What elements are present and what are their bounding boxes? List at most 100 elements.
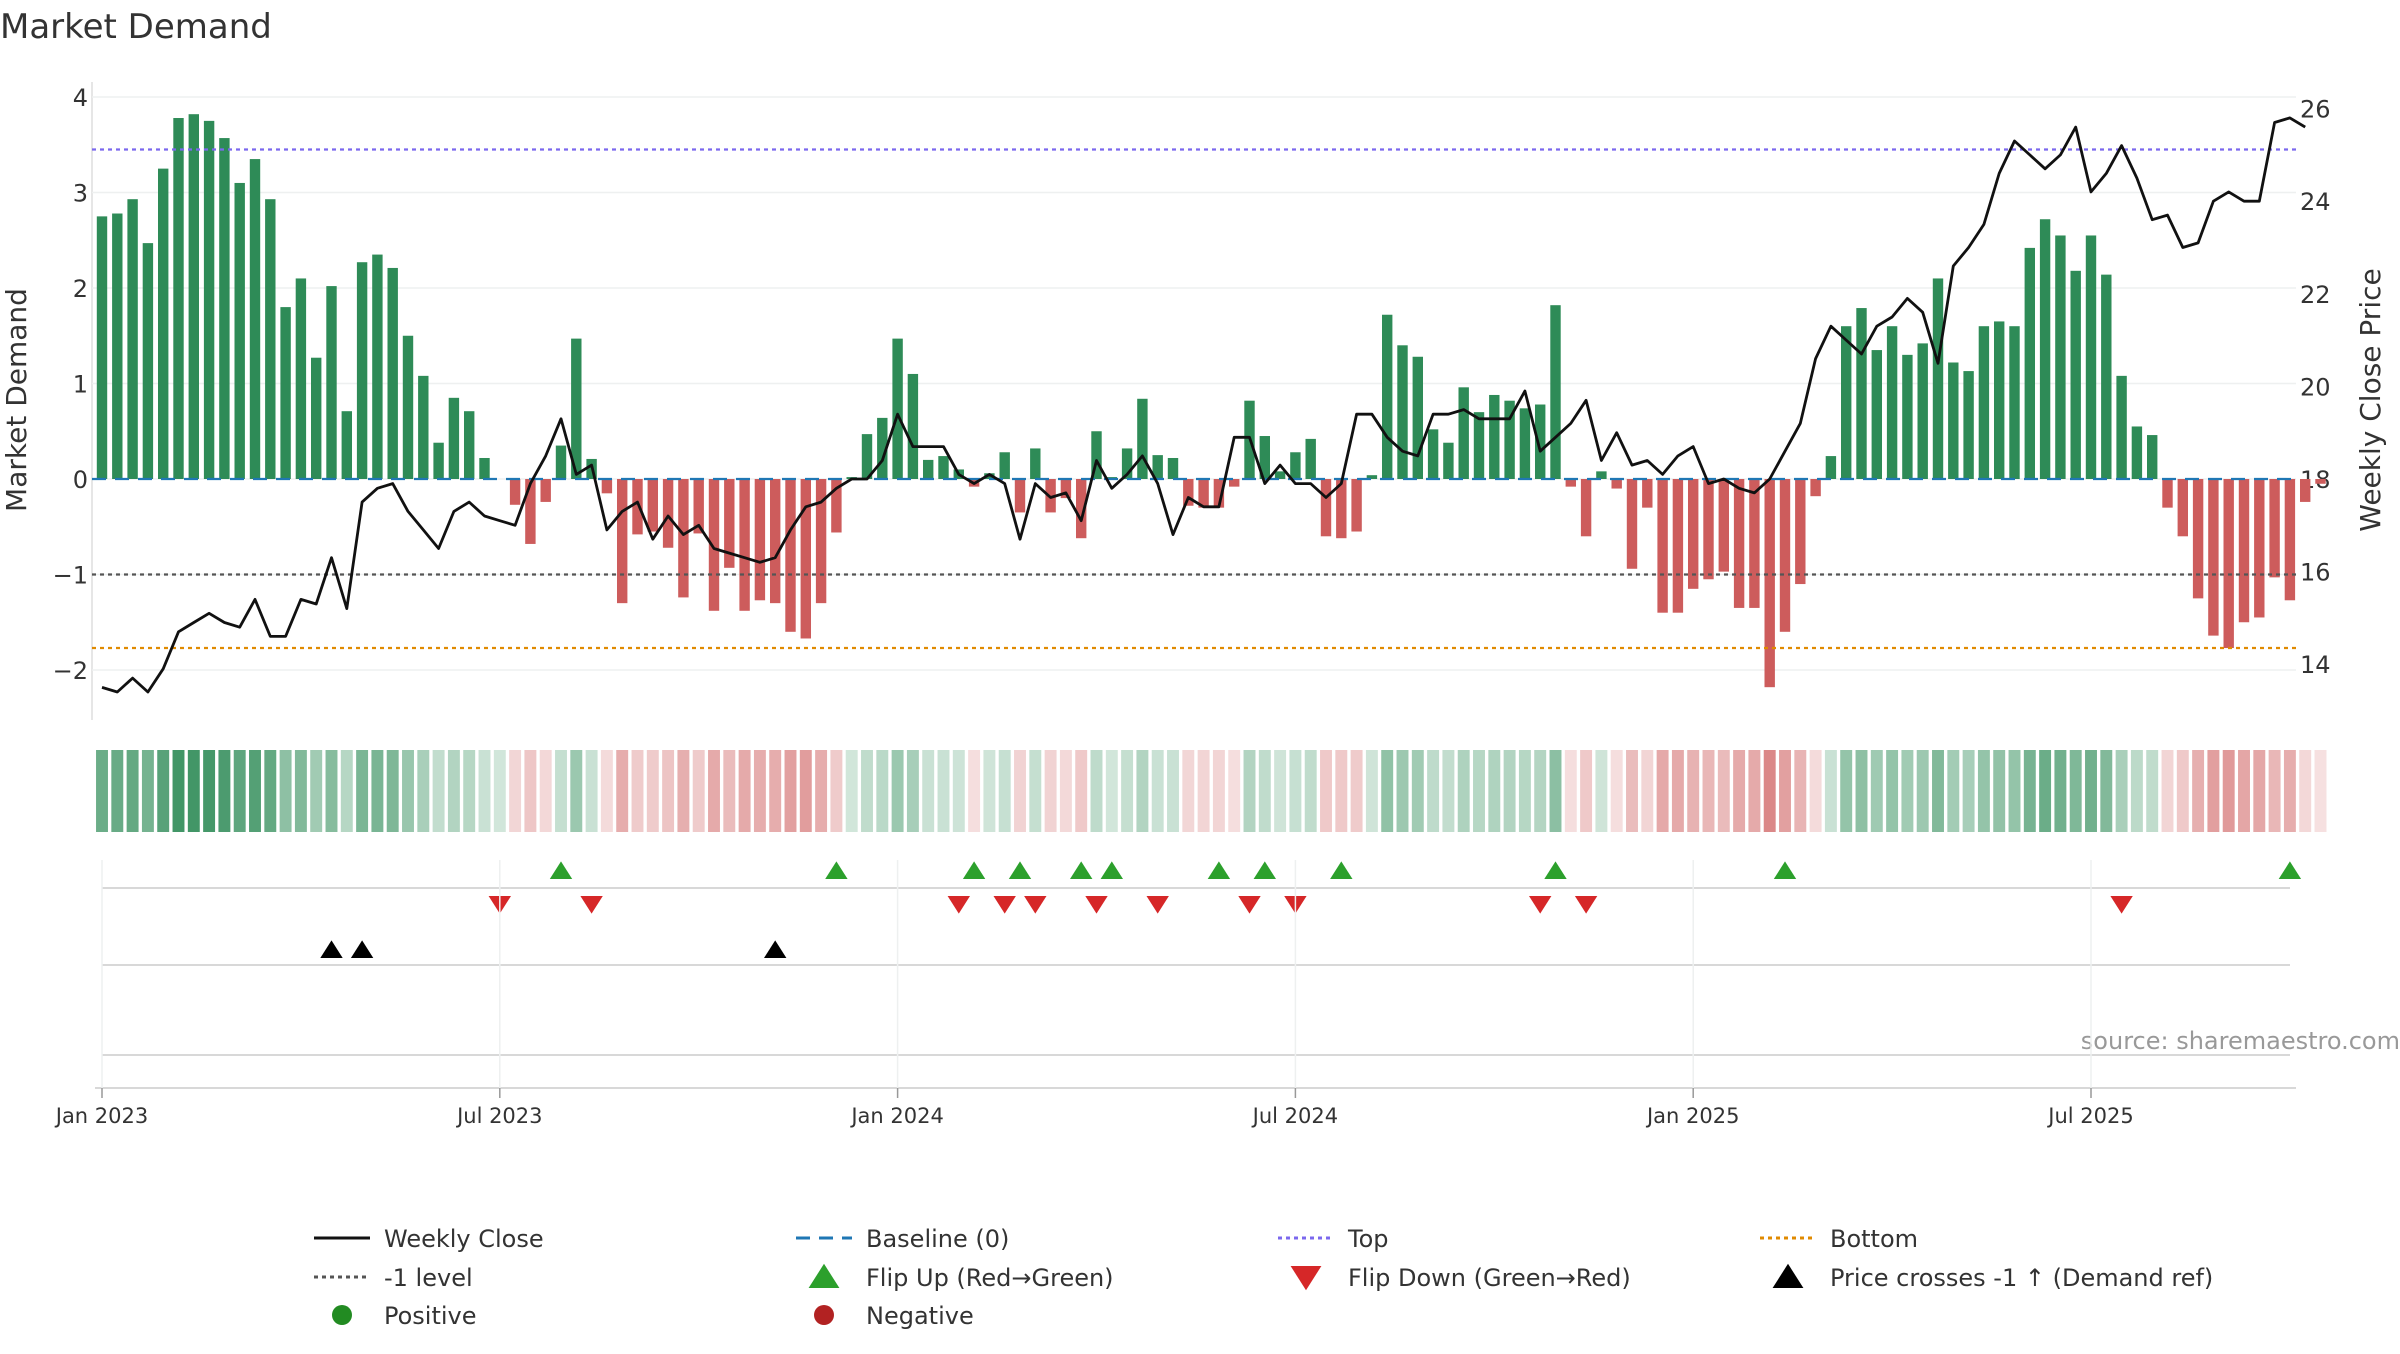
heat-cell: [861, 750, 873, 832]
demand-bar: [984, 473, 995, 479]
heat-cell: [1212, 750, 1225, 832]
heat-strip: [96, 750, 2327, 832]
heat-cell: [1228, 750, 1241, 832]
demand-bar: [2085, 235, 2097, 479]
demand-bar: [1886, 326, 1898, 479]
demand-bar: [2192, 479, 2204, 599]
heat-cell: [2146, 750, 2159, 832]
demand-bar: [310, 357, 322, 479]
heat-cell: [1105, 750, 1118, 832]
demand-bar: [2162, 479, 2173, 508]
heat-cell: [1671, 750, 1684, 832]
heat-cell: [478, 750, 491, 832]
heat-cell: [662, 750, 675, 832]
demand-bar: [1152, 455, 1163, 479]
heat-cell: [1488, 750, 1501, 832]
demand-bar: [2009, 326, 2020, 479]
heat-cell: [1916, 750, 1929, 832]
flip-down-marker: [580, 896, 603, 914]
heat-cell: [2069, 750, 2082, 832]
demand-bar: [1580, 479, 1592, 537]
heat-cell: [1549, 750, 1562, 832]
demand-bar: [1443, 442, 1454, 479]
demand-bar: [1550, 305, 1561, 479]
right-tick-label: 20: [2300, 373, 2331, 401]
demand-bar: [999, 452, 1010, 479]
demand-bar: [1489, 394, 1500, 479]
heat-cell: [1365, 750, 1378, 832]
heat-cell: [157, 750, 170, 832]
heat-cell: [1274, 750, 1287, 832]
legend-label: Flip Down (Green→Red): [1348, 1264, 1631, 1292]
heat-cell: [1503, 750, 1516, 832]
demand-bar: [1290, 452, 1301, 479]
demand-bar: [2315, 479, 2326, 484]
demand-bar: [341, 411, 353, 479]
cross-up-marker: [350, 940, 374, 958]
heat-cell: [2054, 750, 2067, 832]
heat-cell: [753, 750, 766, 832]
flip-up-marker: [1544, 861, 1567, 879]
legend-label: Weekly Close: [384, 1225, 544, 1253]
demand-bar: [1397, 345, 1408, 479]
heat-cell: [1396, 750, 1409, 832]
legend-label: Bottom: [1830, 1225, 1918, 1253]
demand-bar: [785, 479, 796, 632]
heat-cell: [1641, 750, 1654, 832]
heat-cell: [1733, 750, 1746, 832]
heat-cell: [1258, 750, 1271, 832]
heat-cell: [432, 750, 445, 832]
demand-bar: [1917, 343, 1928, 479]
heat-cell: [524, 750, 537, 832]
heat-cell: [1717, 750, 1730, 832]
heat-cell: [1901, 750, 1914, 832]
demand-bar: [1978, 326, 1990, 479]
demand-bar: [173, 118, 184, 479]
heat-cell: [1824, 750, 1837, 832]
heat-cell: [2100, 750, 2113, 832]
demand-bar: [708, 479, 720, 611]
heat-cell: [2039, 750, 2052, 832]
heat-cell: [233, 750, 246, 832]
heat-cell: [509, 750, 522, 832]
demand-bar: [1993, 321, 2005, 479]
heat-cell: [2283, 750, 2296, 832]
demand-bar: [1718, 479, 1730, 572]
demand-bar: [1565, 479, 1577, 487]
demand-bar: [1534, 404, 1546, 479]
demand-bar: [1381, 314, 1393, 479]
demand-bar: [1687, 479, 1699, 589]
heat-cell: [2085, 750, 2097, 832]
heat-cell: [1151, 750, 1164, 832]
heat-cell: [1289, 750, 1302, 832]
demand-bar: [1351, 479, 1362, 532]
heat-cell: [141, 750, 154, 832]
demand-bar: [326, 286, 337, 479]
demand-bar: [2024, 247, 2036, 479]
heat-cell: [616, 750, 629, 832]
heat-cell: [585, 750, 598, 832]
x-tick-label: Jan 2025: [1645, 1104, 1740, 1128]
heat-cell: [906, 750, 919, 832]
heat-cell: [310, 750, 323, 832]
heat-cell: [1350, 750, 1363, 832]
demand-bar: [2223, 479, 2234, 649]
heat-cell: [1855, 750, 1868, 832]
marker-rows: [95, 861, 2302, 1089]
demand-bar: [265, 199, 276, 479]
heat-cell: [172, 750, 185, 832]
left-tick-label: 4: [73, 84, 88, 112]
demand-bar: [678, 479, 689, 598]
flip-down-marker: [1529, 896, 1552, 914]
flip-up-marker: [549, 861, 573, 879]
heat-cell: [1794, 750, 1807, 832]
demand-bar: [142, 243, 154, 479]
demand-bar: [861, 434, 873, 479]
heat-cell: [2023, 750, 2036, 832]
left-tick-label: 2: [73, 275, 88, 303]
heat-cell: [126, 750, 139, 832]
heat-cell: [1932, 750, 1944, 832]
heat-cell: [937, 750, 950, 832]
heat-cell: [1580, 750, 1593, 832]
demand-bar: [1305, 438, 1316, 479]
